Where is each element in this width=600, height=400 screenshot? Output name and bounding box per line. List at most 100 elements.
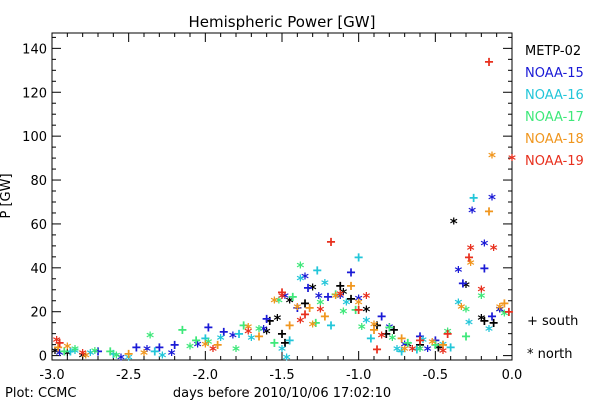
metp-02-north-point: * [449, 215, 458, 233]
noaa-16-south-point: + [285, 331, 294, 349]
noaa-17-north-point: * [443, 324, 452, 342]
y-tick-label: 0 [39, 350, 47, 365]
noaa-17-north-point: * [254, 322, 263, 340]
noaa-18-north-point: * [369, 318, 378, 336]
noaa-18-north-point: * [81, 348, 90, 366]
metp-02-south-point: + [277, 325, 286, 343]
metp-02-south-point: + [265, 311, 274, 329]
noaa-15-north-point: * [55, 346, 64, 364]
noaa-18-north-point: * [400, 342, 409, 360]
x-tick-label: 0.0 [502, 368, 523, 383]
noaa-17-north-point: * [274, 294, 283, 312]
noaa-18-north-point: * [139, 346, 148, 364]
noaa-17-north-point: * [316, 296, 325, 314]
noaa-15-south-point: + [262, 309, 271, 327]
noaa-17-south-point: + [288, 287, 297, 305]
noaa-17-north-point: * [185, 340, 194, 358]
noaa-18-north-point: * [488, 149, 497, 167]
noaa-18-south-point: + [397, 329, 406, 347]
noaa-17-south-point: + [311, 314, 320, 332]
noaa-17-south-point: + [461, 327, 470, 345]
noaa-17-south-point: + [239, 316, 248, 334]
noaa-15-north-point: * [167, 346, 176, 364]
noaa-16-north-point: * [86, 346, 95, 364]
noaa-17-south-point: + [331, 285, 340, 303]
metp-02-north-point: * [461, 278, 470, 296]
noaa-17-north-point: * [296, 258, 305, 276]
metp-02-north-point: * [403, 337, 412, 355]
noaa-17-south-point: + [106, 342, 115, 360]
y-tick-label: 60 [30, 218, 47, 233]
noaa-16-north-point: * [277, 342, 286, 360]
noaa-16-north-point: * [158, 348, 167, 366]
noaa-17-north-point: * [112, 348, 121, 366]
noaa-19-north-point: * [507, 151, 516, 169]
noaa-17-north-point: * [461, 302, 470, 320]
noaa-16-south-point: + [201, 329, 210, 347]
metp-02-north-point: * [78, 348, 87, 366]
noaa-16-north-point: * [484, 322, 493, 340]
metp-02-south-point: + [415, 336, 424, 354]
noaa-17-north-point: * [477, 289, 486, 307]
noaa-19-south-point: + [484, 53, 493, 71]
metp-02-north-point: * [495, 302, 504, 320]
noaa-15-north-point: * [385, 320, 394, 338]
series-legend: METP-02 NOAA-15 NOAA-16 NOAA-17 NOAA-18 NOAA-… [525, 44, 584, 362]
noaa-15-north-point: * [259, 322, 268, 340]
x-axis-label: days before 2010/10/06 17:02:10 [173, 386, 391, 400]
noaa-17-north-point: * [204, 335, 213, 353]
noaa-18-north-point: * [354, 296, 363, 314]
noaa-18-north-point: * [63, 340, 72, 358]
noaa-18-south-point: + [124, 344, 133, 362]
noaa-15-south-point: + [480, 259, 489, 277]
noaa-15-north-point: * [228, 329, 237, 347]
noaa-17-north-point: * [415, 342, 424, 360]
noaa-19-south-point: + [443, 325, 452, 343]
noaa-17-south-point: + [431, 336, 440, 354]
noaa-19-south-point: + [465, 248, 474, 266]
metp-02-south-point: + [480, 311, 489, 329]
noaa-16-south-point: + [327, 316, 336, 334]
x-tick-label: -3.0 [39, 368, 64, 383]
metp-02-south-point: + [281, 333, 290, 351]
noaa-16-north-point: * [296, 272, 305, 290]
noaa-19-south-point: + [504, 303, 513, 321]
metp-02-north-point: * [362, 302, 371, 320]
metp-02-north-point: * [308, 280, 317, 298]
noaa-17-south-point: + [192, 331, 201, 349]
noaa-19-north-point: * [208, 342, 217, 360]
noaa-16-north-point: * [454, 296, 463, 314]
noaa-19-south-point: + [354, 301, 363, 319]
metp-02-north-point: * [339, 285, 348, 303]
noaa-15-south-point: + [431, 331, 440, 349]
noaa-15-north-point: * [281, 289, 290, 307]
noaa-19-north-point: * [377, 329, 386, 347]
plot-credit: Plot: CCMC [5, 386, 76, 400]
x-tick-label: -2.5 [116, 368, 141, 383]
noaa-15-south-point: + [155, 338, 164, 356]
noaa-15-south-point: + [293, 298, 302, 316]
noaa-16-north-point: * [70, 344, 79, 362]
legend-noaa-16: NOAA-16 [525, 88, 584, 103]
noaa-17-north-point: * [388, 331, 397, 349]
noaa-16-south-point: + [313, 261, 322, 279]
noaa-15-north-point: * [116, 351, 125, 369]
noaa-19-north-point: * [336, 287, 345, 305]
legend-noaa-17: NOAA-17 [525, 110, 584, 125]
noaa-18-south-point: + [285, 316, 294, 334]
metp-02-south-point: + [489, 314, 498, 332]
metp-02-north-point: * [51, 344, 60, 362]
noaa-19-south-point: + [55, 333, 64, 351]
noaa-19-south-point: + [300, 305, 309, 323]
noaa-18-south-point: + [305, 298, 314, 316]
noaa-15-south-point: + [204, 318, 213, 336]
noaa-19-north-point: * [78, 346, 87, 364]
noaa-16-north-point: * [362, 313, 371, 331]
chart-title: Hemispheric Power [GW] [189, 13, 376, 31]
noaa-18-south-point: + [484, 202, 493, 220]
noaa-15-north-point: * [400, 337, 409, 355]
y-tick-label: 40 [30, 262, 47, 277]
noaa-17-north-point: * [339, 305, 348, 323]
noaa-15-south-point: + [170, 336, 179, 354]
noaa-15-south-point: + [458, 274, 467, 292]
